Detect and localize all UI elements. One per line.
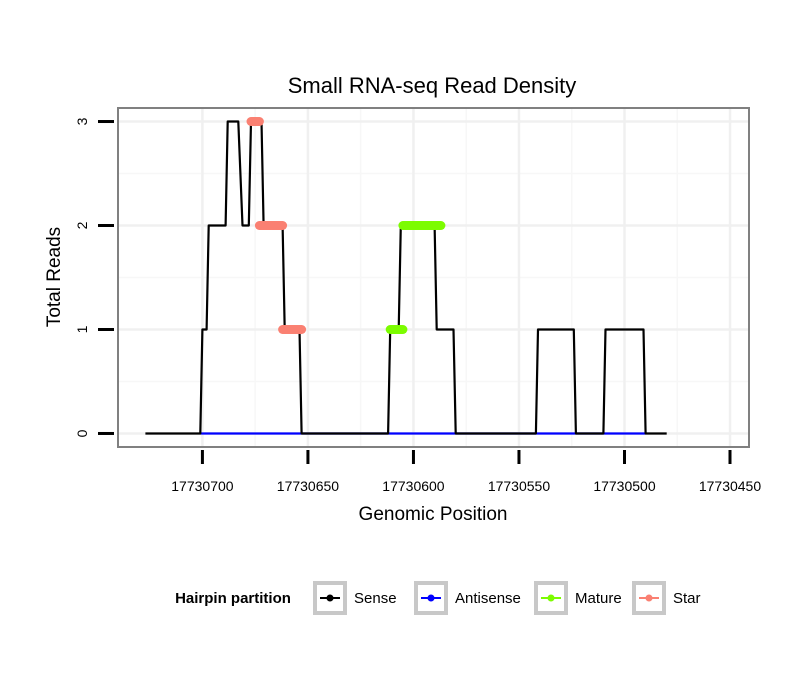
data-point-mature — [398, 325, 408, 334]
x-axis: 17730700 17730650 17730600 17730550 17730500… — [171, 450, 761, 494]
x-tick-label: 17730600 — [382, 478, 445, 494]
y-tick-label: 0 — [74, 429, 90, 437]
legend-key-point — [547, 594, 555, 602]
legend-item-star: Star — [632, 581, 701, 615]
legend-item-sense: Sense — [313, 581, 397, 615]
data-point-star — [254, 117, 264, 126]
x-tick-label: 17730500 — [593, 478, 656, 494]
y-tick-label: 1 — [74, 325, 90, 333]
legend-label: Sense — [354, 590, 397, 607]
y-axis: 0 1 2 3 — [74, 117, 114, 437]
chart-title: Small RNA-seq Read Density — [288, 73, 577, 98]
x-tick-label: 17730550 — [488, 478, 551, 494]
plot-border — [117, 107, 750, 448]
plot-area — [117, 107, 750, 448]
legend-key-point — [645, 594, 653, 602]
legend-label: Antisense — [455, 590, 521, 607]
data-point-mature — [436, 221, 446, 230]
data-point-star — [278, 221, 288, 230]
series-star — [246, 117, 307, 334]
x-tick-label: 17730700 — [171, 478, 234, 494]
x-tick-label: 17730450 — [699, 478, 762, 494]
series-mature — [385, 221, 446, 334]
legend-item-antisense: Antisense — [414, 581, 521, 615]
legend-label: Star — [673, 590, 701, 607]
legend-item-mature: Mature — [534, 581, 622, 615]
legend-key-point — [326, 594, 334, 602]
legend-key-point — [427, 594, 435, 602]
series-layer — [145, 117, 667, 435]
x-axis-label: Genomic Position — [359, 504, 508, 525]
y-tick-label: 3 — [74, 117, 90, 125]
x-tick-label: 17730650 — [277, 478, 340, 494]
legend-title: Hairpin partition — [175, 590, 291, 607]
y-tick-label: 2 — [74, 221, 90, 229]
series-line-sense — [145, 120, 667, 435]
legend-label: Mature — [575, 590, 622, 607]
y-axis-label: Total Reads — [44, 227, 65, 327]
data-point-star — [297, 325, 307, 334]
legend: Hairpin partition Sense Antisense Mature St… — [175, 581, 701, 615]
